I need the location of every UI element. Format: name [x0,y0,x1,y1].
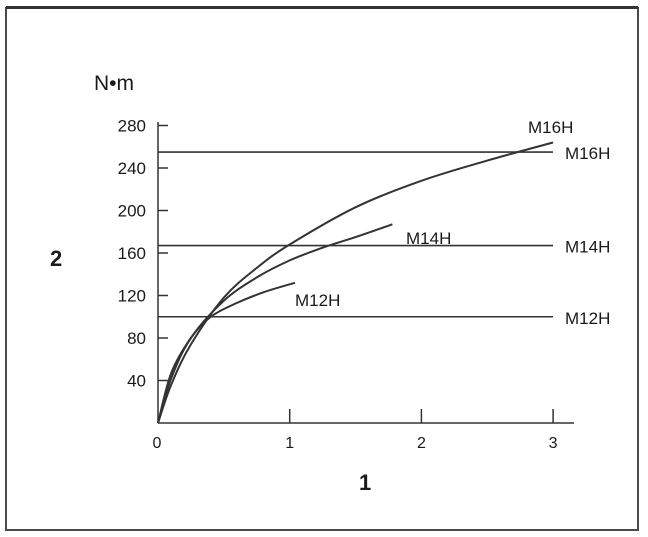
top-border-band [6,6,638,9]
x-axis-label: 1 [359,470,371,495]
series-label: M12H [295,291,340,310]
unit-label: N•m [94,72,134,95]
y-tick-label: 160 [118,244,146,263]
y-tick-label: 200 [118,202,146,221]
y-tick-label: 80 [127,329,146,348]
x-tick-label: 1 [285,435,294,452]
series-label: M16H [528,118,573,137]
y-tick-label: 280 [118,117,146,136]
series-line-m16h [157,141,554,424]
reference-line-label: M16H [565,144,610,163]
reference-line-label: M12H [565,309,610,328]
x-tick-label: 0 [153,435,162,452]
y-tick-label: 120 [118,287,146,306]
x-tick-label: 3 [549,435,558,452]
series-line-m14h [157,223,393,424]
series-label: M14H [406,229,451,248]
y-axis-label: 2 [50,246,62,271]
x-tick-label: 2 [417,435,426,452]
y-tick-label: 240 [118,159,146,178]
reference-line-label: M14H [565,238,610,257]
series-line-m12h [157,281,296,424]
y-tick-label: 40 [127,372,146,391]
